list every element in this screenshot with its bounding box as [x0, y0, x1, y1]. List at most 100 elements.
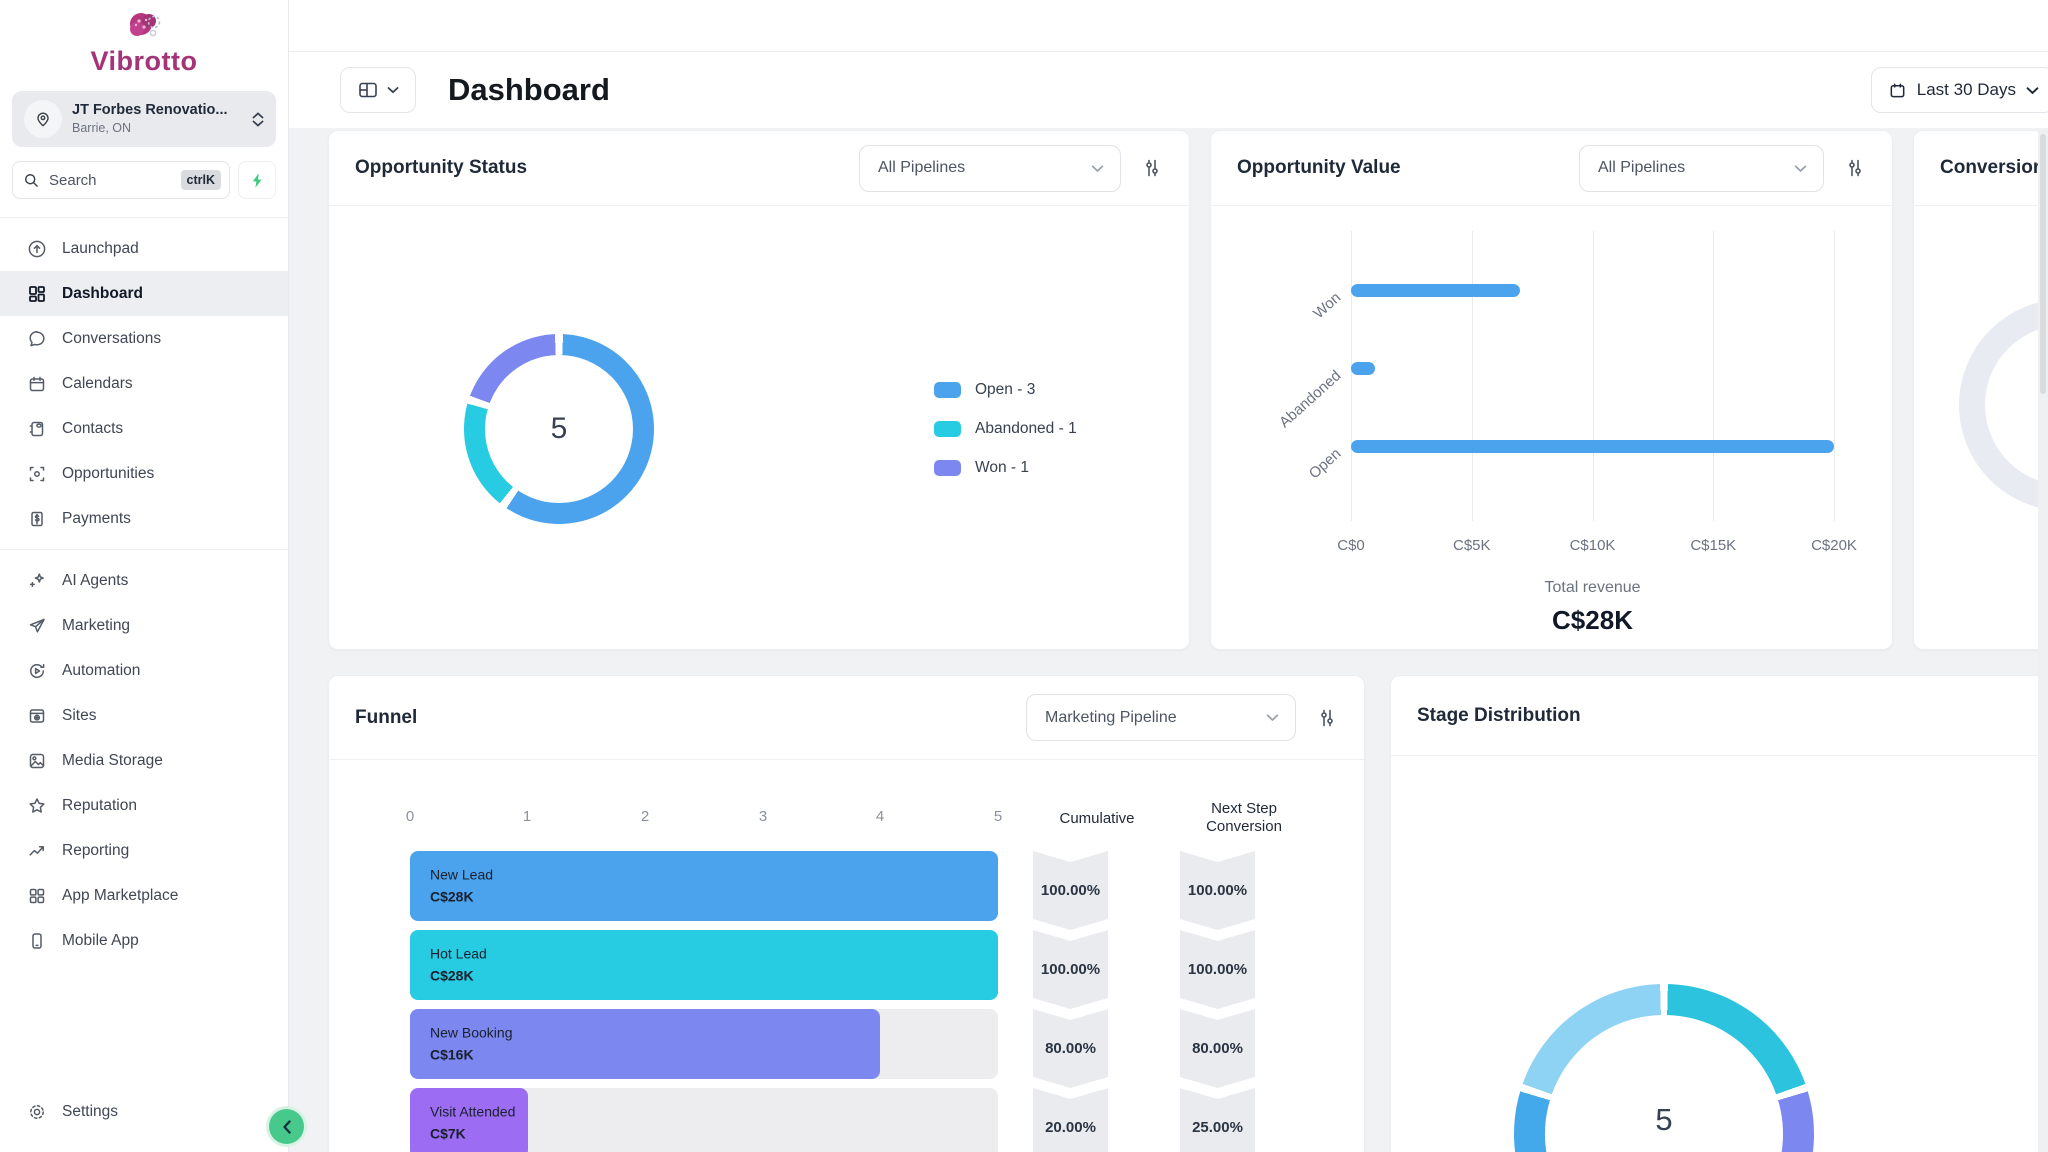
sidebar-item-reporting[interactable]: Reporting: [0, 828, 288, 873]
chart-settings-button[interactable]: [1844, 157, 1866, 179]
sliders-icon: [1321, 709, 1333, 726]
sidebar-item-calendars[interactable]: Calendars: [0, 361, 288, 406]
sidebar-item-label: App Marketplace: [62, 886, 179, 904]
sidebar-item-marketing[interactable]: Marketing: [0, 603, 288, 648]
sidebar-collapse-button[interactable]: [269, 1109, 304, 1144]
account-switcher[interactable]: JT Forbes Renovatio... Barrie, ON: [12, 91, 276, 147]
card-title: Funnel: [355, 706, 418, 728]
pipeline-filter-select[interactable]: All Pipelines: [1579, 144, 1824, 192]
gridline: [1592, 231, 1594, 521]
date-range-label: Last 30 Days: [1916, 80, 2016, 99]
sidebar-item-media-storage[interactable]: Media Storage: [0, 738, 288, 783]
quick-actions-button[interactable]: [238, 161, 276, 199]
search-shortcut-badge: ctrlK: [180, 170, 221, 190]
scrollbar-thumb[interactable]: [2040, 134, 2046, 394]
launchpad-icon: [28, 240, 46, 257]
gridline: [1471, 231, 1473, 521]
next-step-value: 100.00%: [1187, 882, 1248, 899]
legend-item: Open - 3: [934, 381, 1077, 399]
funnel-stage-row: Visit Attended C$7K 20.00% 25.00%: [355, 1088, 1338, 1152]
layout-grid-icon: [357, 80, 379, 100]
sidebar-item-launchpad[interactable]: Launchpad: [0, 226, 288, 271]
payments-icon: [31, 511, 43, 526]
chevron-down-icon: [1091, 164, 1104, 172]
bar-won: [1351, 284, 1521, 297]
sidebar-item-label: Automation: [62, 661, 141, 679]
axis-tick: 0: [405, 808, 415, 825]
card-title: Opportunity Status: [355, 157, 528, 178]
funnel-track: New Booking C$16K: [410, 1009, 998, 1079]
legend-swatch: [934, 420, 961, 437]
mobile-phone-icon: [32, 932, 42, 949]
pipeline-filter-select[interactable]: All Pipelines: [859, 144, 1121, 192]
sidebar-item-label: Calendars: [62, 374, 133, 392]
sidebar-item-label: Marketing: [62, 616, 131, 634]
sidebar-item-sites[interactable]: Sites: [0, 693, 288, 738]
cumulative-column-header: Cumulative: [1059, 810, 1135, 828]
legend-item: Won - 1: [934, 459, 1077, 477]
next-step-cell: 25.00%: [1180, 1088, 1255, 1152]
pipeline-filter-value: All Pipelines: [1598, 159, 1686, 176]
stage-value: C$16K: [430, 1046, 474, 1062]
cumulative-cell: 80.00%: [1033, 1009, 1108, 1088]
axis-tick: 2: [640, 808, 650, 825]
next-step-cell: 80.00%: [1180, 1009, 1255, 1088]
next-step-column-header: Next Step Conversion: [1206, 799, 1282, 836]
cumulative-value: 20.00%: [1045, 1119, 1096, 1136]
account-location: Barrie, ON: [72, 121, 132, 135]
sidebar-item-app-marketplace[interactable]: App Marketplace: [0, 873, 288, 918]
sidebar-item-conversations[interactable]: Conversations: [0, 316, 288, 361]
sidebar-item-label: Opportunities: [62, 464, 155, 482]
gear-icon: [30, 1104, 44, 1119]
sidebar-divider: [0, 549, 288, 550]
x-axis-tick: C$5K: [1452, 537, 1491, 554]
opportunity-value-bar-chart: Won Abandoned Open C$0 C$5K C$10K C$15K …: [1276, 231, 1857, 554]
sidebar-item-payments[interactable]: Payments: [0, 496, 288, 541]
chevron-down-icon: [1266, 714, 1279, 722]
stage-distribution-card: Stage Distribution 5: [1390, 675, 2038, 1152]
sidebar-item-automation[interactable]: Automation: [0, 648, 288, 693]
legend-label: Open - 3: [975, 380, 1036, 398]
total-revenue-label: Total revenue: [1544, 579, 1641, 596]
grid-squares-icon: [29, 888, 45, 903]
sidebar-item-label: Contacts: [62, 419, 124, 437]
y-axis-label: Abandoned: [1276, 367, 1345, 432]
conversion-donut: [1959, 299, 2038, 511]
chart-settings-button[interactable]: [1141, 157, 1163, 179]
sidebar-item-mobile-app[interactable]: Mobile App: [0, 918, 288, 963]
sidebar-item-contacts[interactable]: Contacts: [0, 406, 288, 451]
funnel-bar: [410, 851, 998, 921]
chart-settings-button[interactable]: [1316, 707, 1338, 729]
funnel-bar: [410, 1009, 881, 1079]
sidebar: Vibrotto JT Forbes Renovatio... Barrie, …: [0, 0, 289, 1152]
cumulative-cell: 100.00%: [1033, 930, 1108, 1009]
opportunity-value-card: Opportunity Value All Pipelines Won Aban…: [1210, 130, 1893, 650]
sidebar-item-label: Reporting: [62, 841, 130, 859]
legend-swatch: [934, 459, 961, 476]
sidebar-item-ai-agents[interactable]: AI Agents: [0, 558, 288, 603]
next-step-value: 80.00%: [1192, 1040, 1243, 1057]
sidebar-item-reputation[interactable]: Reputation: [0, 783, 288, 828]
pipeline-filter-select[interactable]: Marketing Pipeline: [1026, 694, 1296, 741]
brand-name: Vibrotto: [90, 46, 198, 76]
sidebar-item-opportunities[interactable]: Opportunities: [0, 451, 288, 496]
chevron-down-icon: [1794, 164, 1807, 172]
donut-total: 5: [1655, 1102, 1673, 1137]
dashboard-layout-button[interactable]: [340, 67, 416, 113]
vertical-scrollbar[interactable]: [2038, 128, 2048, 1152]
y-axis-label: Open: [1306, 445, 1345, 483]
stage-name: New Lead: [430, 866, 494, 883]
sidebar-divider: [0, 217, 288, 218]
next-step-value: 25.00%: [1192, 1119, 1243, 1136]
funnel-bar: [410, 1088, 528, 1152]
sidebar-item-dashboard[interactable]: Dashboard: [0, 271, 288, 316]
image-icon: [29, 753, 45, 768]
sidebar-item-settings[interactable]: Settings: [0, 1089, 288, 1134]
page-header: Dashboard Last 30 Days: [289, 52, 2048, 128]
y-axis-label: Won: [1310, 289, 1345, 323]
sites-icon: [29, 708, 45, 723]
search-icon: [23, 172, 40, 189]
sidebar-item-label: Reputation: [62, 796, 137, 814]
search-input[interactable]: Search ctrlK: [12, 161, 230, 199]
date-range-button[interactable]: Last 30 Days: [1870, 67, 2048, 113]
